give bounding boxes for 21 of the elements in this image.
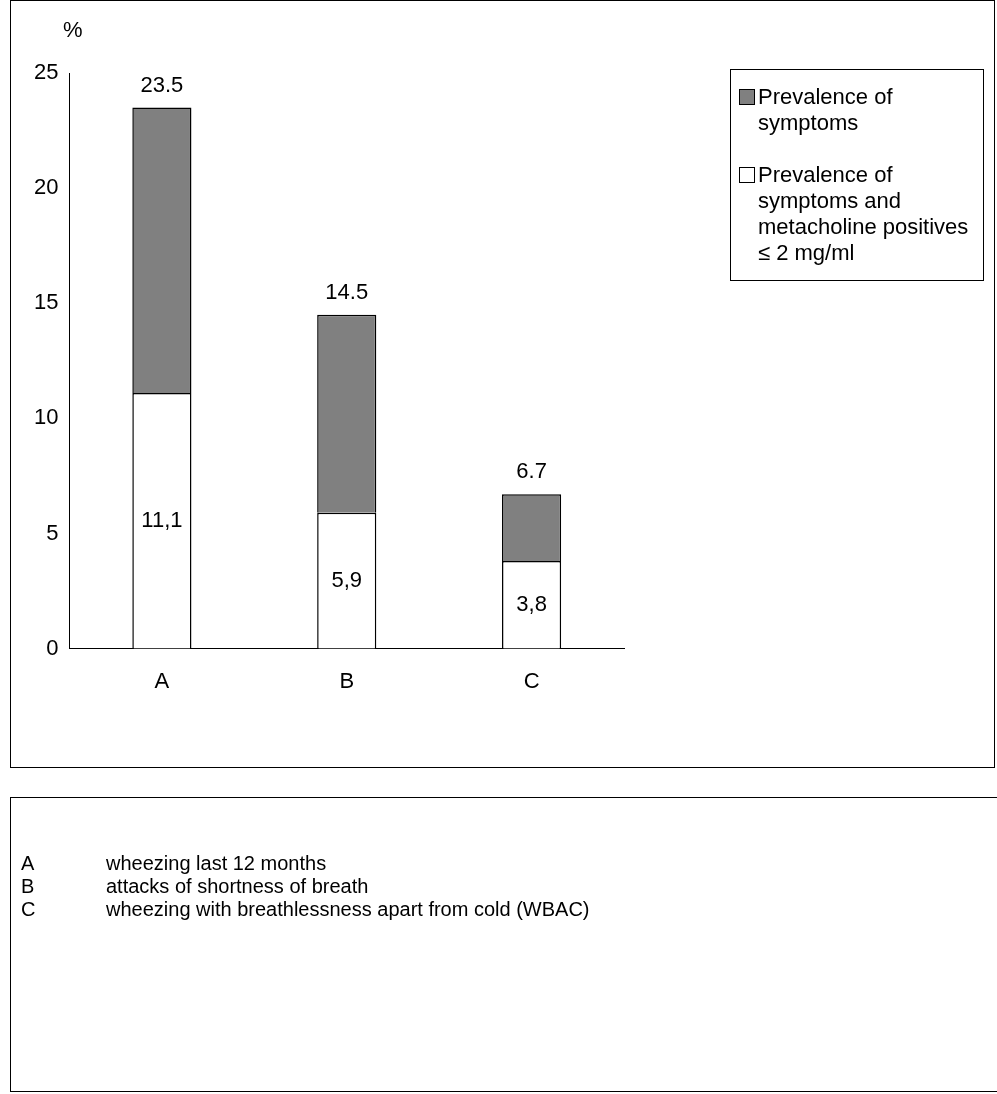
total-label: 23.5 xyxy=(140,71,184,97)
y-tick-label: 0 xyxy=(46,634,59,660)
total-label: 14.5 xyxy=(325,278,369,304)
total-label: 6.7 xyxy=(516,458,547,484)
text: A wheezing last 12 months xyxy=(21,852,327,874)
data-label: 11,1 xyxy=(141,506,183,532)
text: Prevalence of symptoms and metacholine positives ≤ 2 mg/ml xyxy=(758,162,970,266)
x-tick-label: A xyxy=(154,667,170,693)
data-label: 3,8 xyxy=(516,590,547,616)
x-tick-label: B xyxy=(339,667,355,693)
y-tick-label: 25 xyxy=(33,59,59,85)
x-tick-label: C xyxy=(523,667,540,693)
text: B attacks of shortness of breath xyxy=(21,875,369,897)
text: C wheezing with breathlessness apart from cold (WBAC) xyxy=(21,898,590,920)
legend-label: Prevalence of symptoms xyxy=(758,84,894,136)
y-tick-label: 20 xyxy=(33,174,59,200)
y-tick-label: 10 xyxy=(33,404,59,430)
y-tick-label: 5 xyxy=(46,519,59,545)
data-label: 5,9 xyxy=(331,566,363,592)
y-axis-title: % xyxy=(63,17,83,43)
y-tick-label: 15 xyxy=(33,289,59,315)
